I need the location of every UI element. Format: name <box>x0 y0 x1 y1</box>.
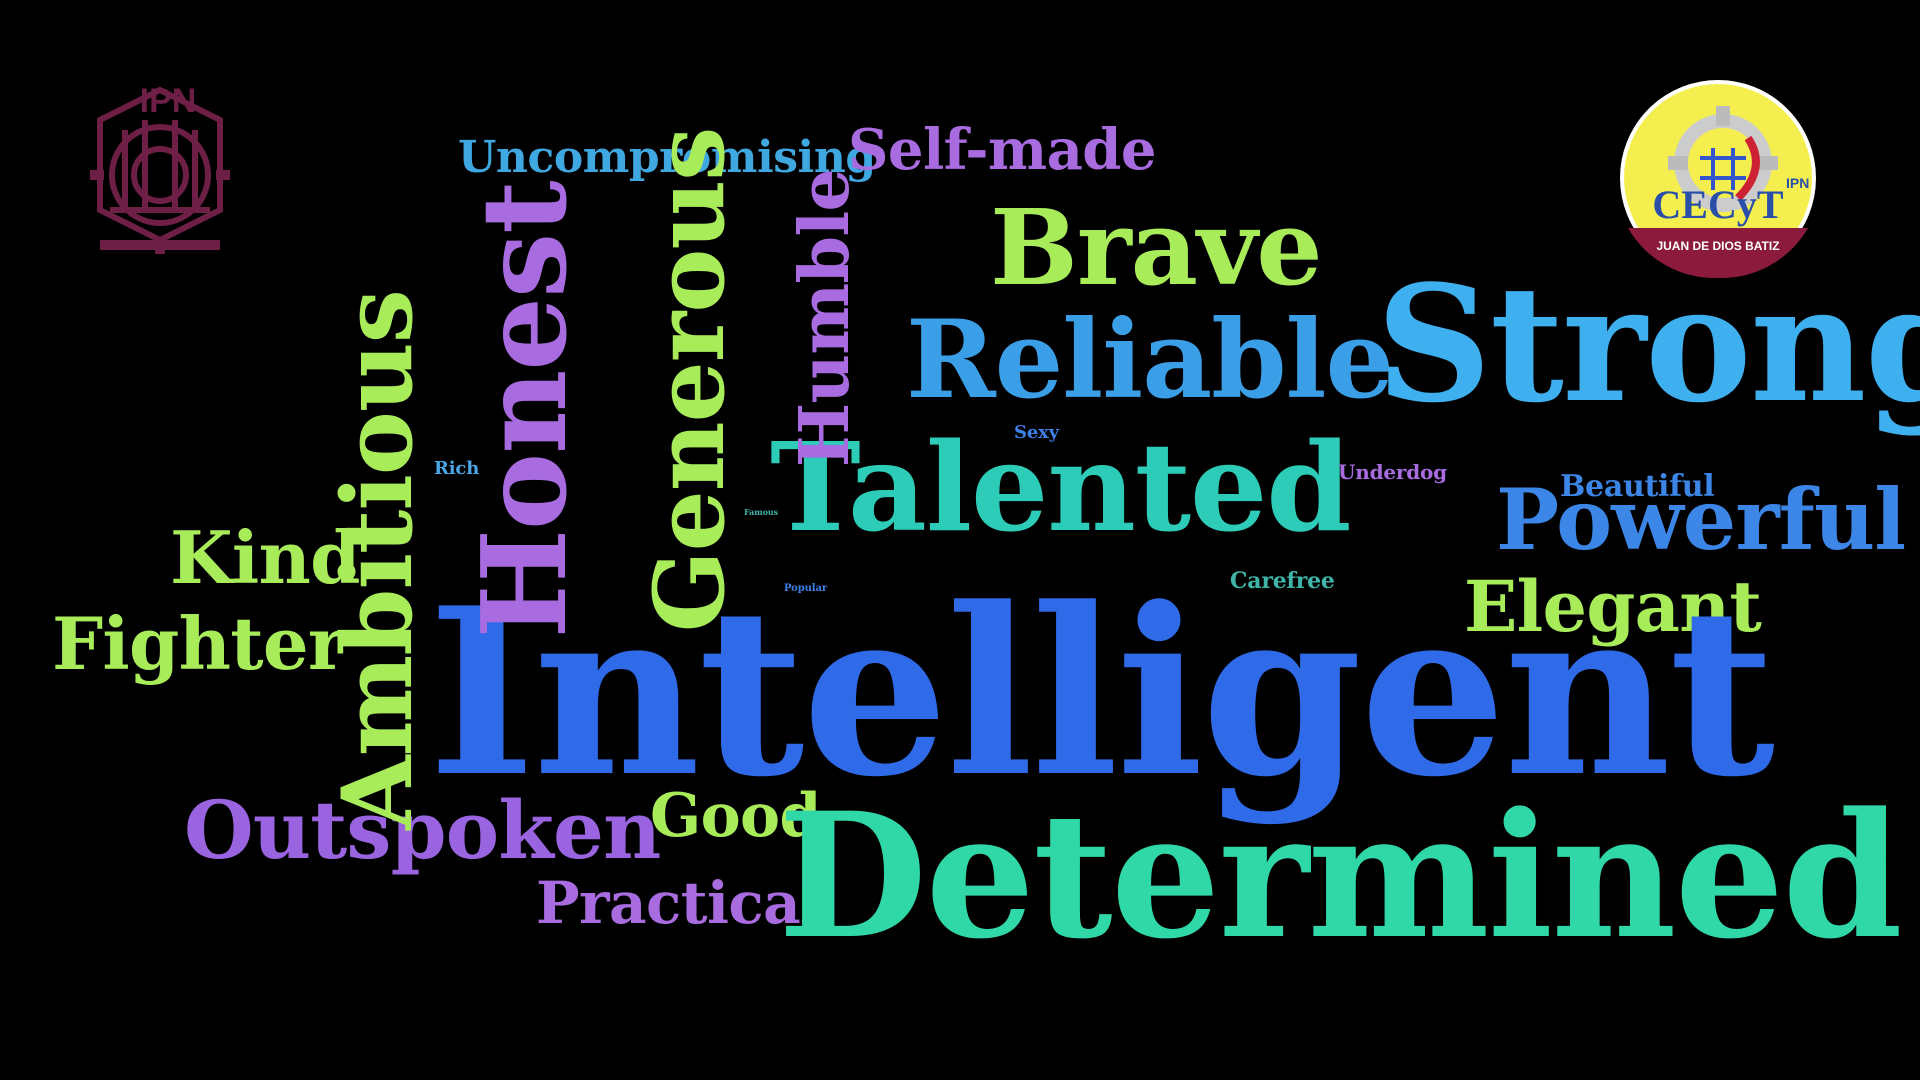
word-carefree: Carefree <box>1230 568 1335 594</box>
word-ambitious: Ambitious <box>321 290 434 830</box>
word-beautiful: Beautiful <box>1560 469 1715 504</box>
word-determined: Determined <box>778 774 1903 977</box>
word-reliable: Reliable <box>906 297 1394 423</box>
word-intelligent: Intelligent <box>428 558 1775 828</box>
cecyt-seal-icon: CECyT IPN JUAN DE DIOS BATIZ <box>1618 78 1818 279</box>
word-fighter: Fighter <box>52 601 346 686</box>
cecyt-ipn-text: IPN <box>1786 175 1809 191</box>
word-strong: Strong <box>1376 250 1920 438</box>
word-underdog: Underdog <box>1338 460 1447 484</box>
word-uncompromising: Uncompromising <box>458 132 876 183</box>
cecyt-letters: CECyT <box>1652 182 1783 227</box>
word-self-made: Self-made <box>848 117 1157 183</box>
word-humble: Humble <box>785 168 865 468</box>
word-powerful: Powerful <box>1496 470 1906 569</box>
word-generous: Generous <box>633 127 746 633</box>
ipn-emblem-text: IPN <box>140 82 197 120</box>
word-elegant: Elegant <box>1464 565 1762 648</box>
word-rich: Rich <box>434 458 480 479</box>
word-brave: Brave <box>990 186 1323 309</box>
cecyt-ring-text: JUAN DE DIOS BATIZ <box>1656 239 1779 253</box>
word-kind: Kind <box>170 515 360 600</box>
word-outspoken: Outspoken <box>184 783 661 877</box>
word-good: Good <box>650 781 821 851</box>
word-honest: Honest <box>457 181 593 639</box>
ipn-emblem-icon: IPN <box>70 60 250 260</box>
word-practical: Practical <box>536 869 822 937</box>
word-sexy: Sexy <box>1014 422 1059 443</box>
word-talented: Talented <box>770 415 1352 559</box>
word-popular: Popular <box>784 583 828 594</box>
word-famous: Famous <box>744 507 779 517</box>
